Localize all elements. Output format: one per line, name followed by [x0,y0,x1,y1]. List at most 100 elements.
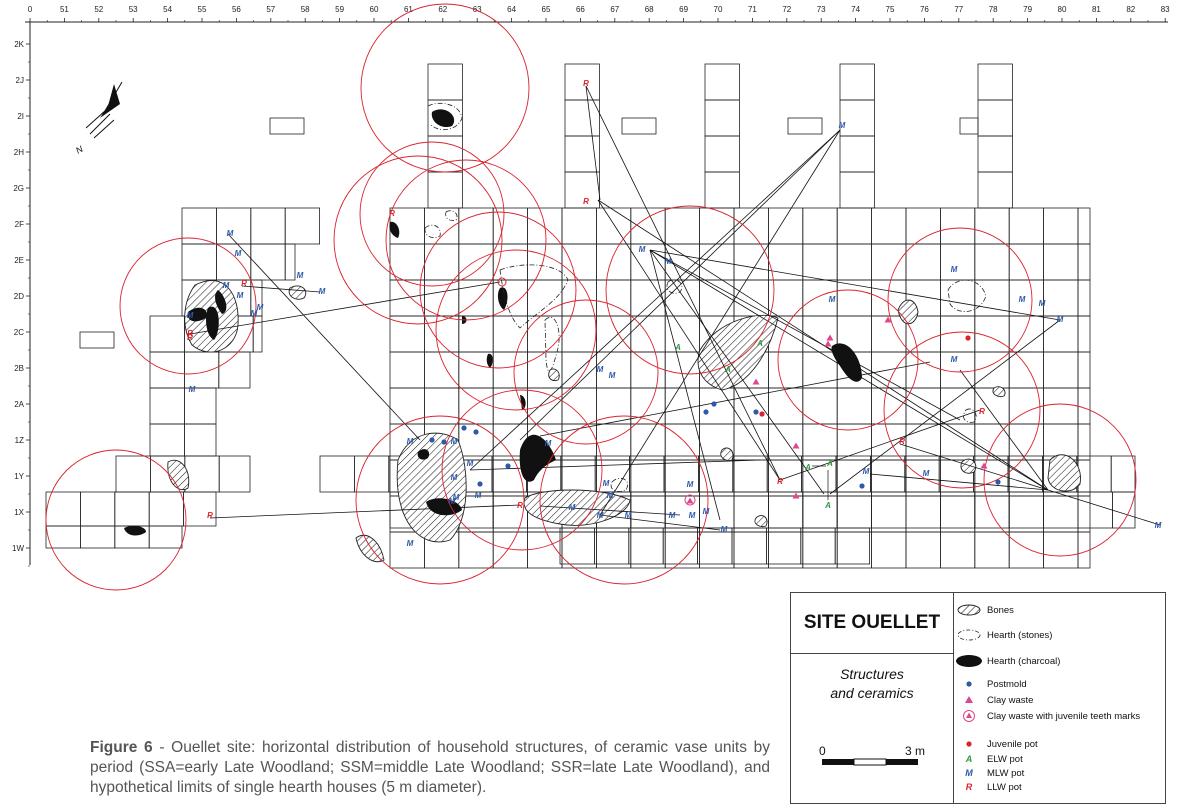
pot-mark-r: R [979,407,985,416]
left-axis: 2K 2J 2I 2H 2G 2F 2E 2D 2C 2B 2A 1Z 1Y 1X 1W [12,40,30,567]
pot-mark-m: M [187,311,194,320]
pot-mark-m: M [625,511,632,520]
bones-feature [523,489,631,526]
legend-label: Hearth (charcoal) [987,655,1061,667]
pot-mark-m: M [603,479,610,488]
pot-mark-m: M [467,459,474,468]
pot-mark-r: R [517,501,523,510]
hearth-house-circle [539,415,709,585]
elw-mark: A [965,754,973,764]
left-axis-label: 2B [14,364,24,373]
top-axis-label: 59 [335,5,344,14]
left-axis-label: 2H [14,148,24,157]
stone-hearth [963,408,977,423]
legend-item-hearth-stones: Hearth (stones) [953,628,1052,642]
charcoal-hearth [497,287,508,310]
stone-hearth [445,210,458,221]
pot-mark-r: R [241,279,247,288]
refit-line [649,249,961,421]
bones-feature [1047,454,1081,492]
refit-line [1047,489,1161,526]
top-axis-label: 77 [954,5,963,14]
refit-line [227,233,421,441]
postmold-mark [995,479,1001,485]
bones-icon [953,603,985,617]
left-axis-label: 2I [17,112,24,121]
top-axis-label: 65 [542,5,551,14]
refit-line [585,85,601,201]
refit-line [649,249,721,521]
pot-mark-a: A [804,463,811,472]
clay-teeth-ring [684,494,696,506]
refit-line [519,129,841,441]
top-axis-label: 76 [920,5,929,14]
hearth-house-circle [513,299,659,445]
left-axis-label: 2J [16,76,24,85]
refit-line [539,361,931,437]
left-axis-label: 2D [14,292,24,301]
legend-item-llw-pot: R LLW pot [953,780,1022,794]
caption-lead: Figure 6 [90,739,153,756]
top-axis-label: 79 [1023,5,1032,14]
top-axis-label: 57 [266,5,275,14]
left-axis-label: 2F [15,220,24,229]
legend-subtitle-line-1: Structures [840,666,904,682]
top-axis-label: 71 [748,5,757,14]
legend-left-panel: SITE OUELLET Structures and ceramics 0 3… [791,593,954,803]
charcoal-hearth [187,307,207,322]
hearth-house-circle [777,289,919,431]
juvenile-pot-mark [965,335,971,341]
top-axis-label: 80 [1058,5,1067,14]
top-axis-label: 68 [645,5,654,14]
pot-mark-a: A [724,365,731,374]
pot-mark-m: M [451,437,458,446]
hearth-house-circle [119,237,257,375]
top-axis-label: 69 [679,5,688,14]
legend-item-mlw-pot: M MLW pot [953,766,1024,780]
refit-lines [189,85,1161,531]
pot-mark-m: M [407,539,414,548]
left-axis-label: 2A [14,400,24,409]
refit-line [649,249,1061,321]
legend-label: Clay waste [987,694,1034,706]
left-axis-label: 1W [12,544,24,553]
charcoal-hearth [215,290,227,314]
pot-mark-m: M [257,303,264,312]
hearth-house-circle [435,249,597,411]
llw-mark: R [965,782,973,792]
refit-line [469,129,841,471]
stone-hearth [424,224,441,238]
top-axis-label: 61 [404,5,413,14]
postmold-mark [477,481,483,487]
legend-box: SITE OUELLET Structures and ceramics 0 3… [790,592,1166,804]
hearth-house-circle [419,211,577,369]
postmold-icon [953,677,985,691]
bones-feature [992,386,1006,397]
pot-mark-m: M [569,503,576,512]
left-axis-label: 2K [14,40,24,49]
top-axis-label: 72 [782,5,791,14]
pot-mark-m: M [235,249,242,258]
hearth-house-circle [605,205,775,375]
charcoal-hearth [417,449,430,460]
top-axis-label: 54 [163,5,172,14]
top-axis-label: 64 [507,5,516,14]
hearth-house-circles [45,3,1137,591]
scale-bar: 0 3 m [819,744,925,766]
hearth-house-circle [355,415,525,585]
hearth-house-circle [983,403,1137,557]
top-axis-label: 74 [851,5,860,14]
left-axis-label: 2E [14,256,24,265]
mlw-mark: M [965,768,973,778]
legend-label: Bones [987,604,1014,616]
top-axis-label: 82 [1126,5,1135,14]
bones-feature [960,458,977,474]
legend-label: Hearth (stones) [987,629,1053,641]
pot-mark-m: M [251,309,258,318]
legend-item-hearth-charcoal: Hearth (charcoal) [953,654,1060,668]
scale-end: 3 m [905,744,925,758]
top-axis-label: 73 [817,5,826,14]
postmold-mark [505,463,511,469]
pot-mark-m: M [545,439,552,448]
